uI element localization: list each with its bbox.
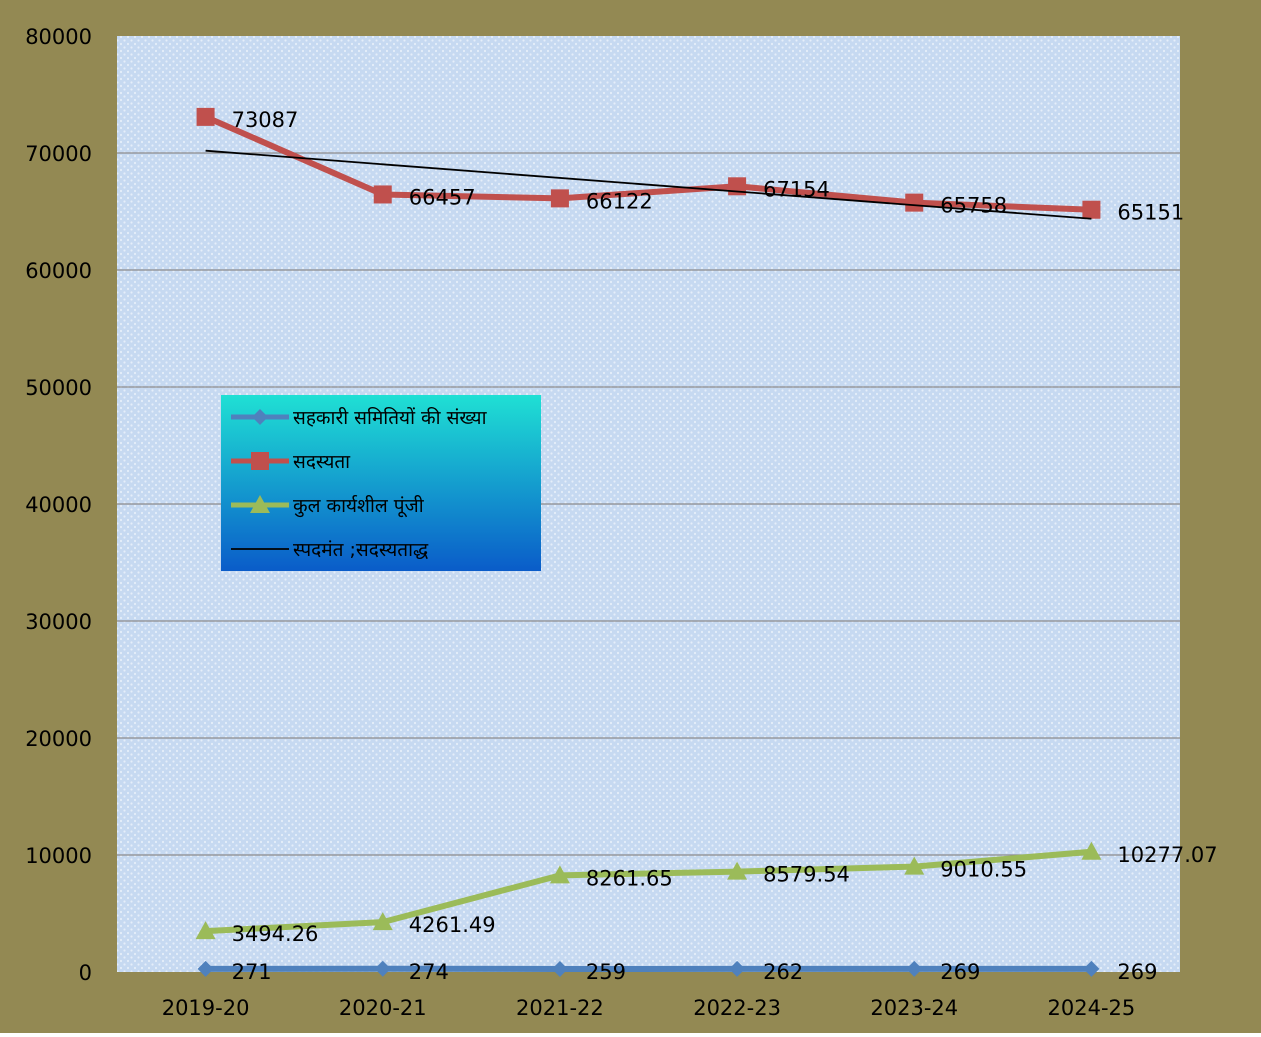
y-tick-label: 0 <box>79 961 92 985</box>
data-label: 9010.55 <box>940 858 1027 882</box>
y-tick-label: 80000 <box>25 25 92 49</box>
data-label: 3494.26 <box>232 922 319 946</box>
data-label: 8579.54 <box>763 863 850 887</box>
data-point <box>1082 201 1100 219</box>
y-tick-label: 20000 <box>25 727 92 751</box>
data-label: 8261.65 <box>586 866 673 890</box>
legend-marker <box>251 452 269 470</box>
x-tick-label: 2022-23 <box>693 996 781 1020</box>
y-tick-label: 50000 <box>25 376 92 400</box>
y-tick-label: 70000 <box>25 142 92 166</box>
data-label: 271 <box>232 960 272 984</box>
y-tick-label: 10000 <box>25 844 92 868</box>
x-tick-label: 2024-25 <box>1048 996 1136 1020</box>
y-tick-label: 60000 <box>25 259 92 283</box>
data-label: 65151 <box>1117 201 1184 225</box>
data-point <box>197 108 215 126</box>
legend-label: कुल कार्यशील पूंजी <box>293 494 425 518</box>
data-label: 73087 <box>232 108 299 132</box>
data-label: 65758 <box>940 194 1007 218</box>
legend: सहकारी समितियों की संख्या सदस्यता कुल कार्… <box>221 395 541 571</box>
y-tick-label: 30000 <box>25 610 92 634</box>
data-label: 269 <box>1117 960 1157 984</box>
data-label: 67154 <box>763 177 830 201</box>
y-tick-label: 40000 <box>25 493 92 517</box>
x-tick-label: 2021-22 <box>516 996 604 1020</box>
data-label: 269 <box>940 960 980 984</box>
x-tick-label: 2019-20 <box>162 996 250 1020</box>
data-label: 66122 <box>586 189 653 213</box>
data-label: 259 <box>586 960 626 984</box>
x-tick-label: 2020-21 <box>339 996 427 1020</box>
data-point <box>374 185 392 203</box>
data-label: 10277.07 <box>1117 843 1217 867</box>
data-label: 4261.49 <box>409 913 496 937</box>
x-tick-label: 2023-24 <box>870 996 958 1020</box>
legend-label: सहकारी समितियों की संख्या <box>293 406 488 429</box>
data-point <box>551 189 569 207</box>
data-label: 274 <box>409 960 449 984</box>
data-point <box>905 194 923 212</box>
data-label: 262 <box>763 960 803 984</box>
legend-label: सदस्यता <box>293 451 351 473</box>
data-label: 66457 <box>409 185 476 209</box>
legend-label: स्पदमंत ;सदस्यताद्ध <box>293 539 429 561</box>
